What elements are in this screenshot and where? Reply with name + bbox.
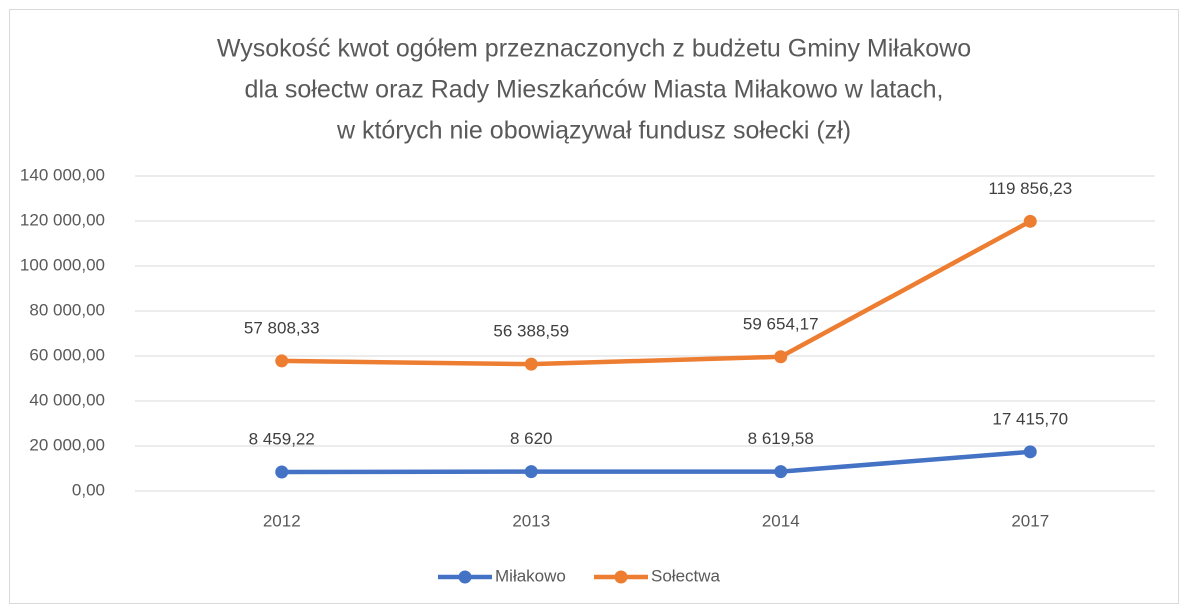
legend-marker <box>458 570 472 584</box>
y-tick-label: 100 000,00 <box>20 255 105 274</box>
chart-title: w których nie obowiązywał fundusz sołeck… <box>336 117 851 145</box>
x-tick-label: 2013 <box>512 511 550 530</box>
x-tick-label: 2014 <box>762 511 800 530</box>
y-tick-label: 60 000,00 <box>29 345 105 364</box>
data-point <box>774 465 788 479</box>
legend-label: Miłakowo <box>495 566 566 585</box>
series-line <box>281 219 1032 367</box>
legend-label: Sołectwa <box>651 566 721 585</box>
data-label: 56 388,59 <box>493 322 569 341</box>
data-point <box>774 350 788 364</box>
data-label: 17 415,70 <box>992 409 1068 428</box>
y-tick-label: 80 000,00 <box>29 300 105 319</box>
data-label: 59 654,17 <box>743 314 819 333</box>
y-tick-label: 40 000,00 <box>29 390 105 409</box>
data-label: 8 459,22 <box>249 429 315 448</box>
data-point <box>524 465 538 479</box>
series-line <box>281 449 1031 475</box>
chart-title: dla sołectw oraz Rady Mieszkańców Miasta… <box>245 76 944 104</box>
chart-title: Wysokość kwot ogółem przeznaczonych z bu… <box>217 35 971 63</box>
y-tick-label: 20 000,00 <box>29 435 105 454</box>
data-point <box>275 465 289 479</box>
legend-marker <box>614 570 628 584</box>
data-point <box>275 354 289 368</box>
y-tick-label: 0,00 <box>72 480 105 499</box>
data-label: 57 808,33 <box>244 318 320 337</box>
x-tick-label: 2012 <box>263 511 301 530</box>
data-label: 119 856,23 <box>988 179 1072 198</box>
data-point <box>1023 445 1037 459</box>
y-tick-label: 120 000,00 <box>20 210 105 229</box>
y-tick-label: 140 000,00 <box>20 165 105 184</box>
data-label: 8 620 <box>510 429 553 448</box>
data-point <box>1023 214 1037 228</box>
data-label: 8 619,58 <box>748 429 814 448</box>
chart-border <box>9 9 1179 604</box>
data-point <box>524 357 538 371</box>
x-tick-label: 2017 <box>1011 511 1049 530</box>
